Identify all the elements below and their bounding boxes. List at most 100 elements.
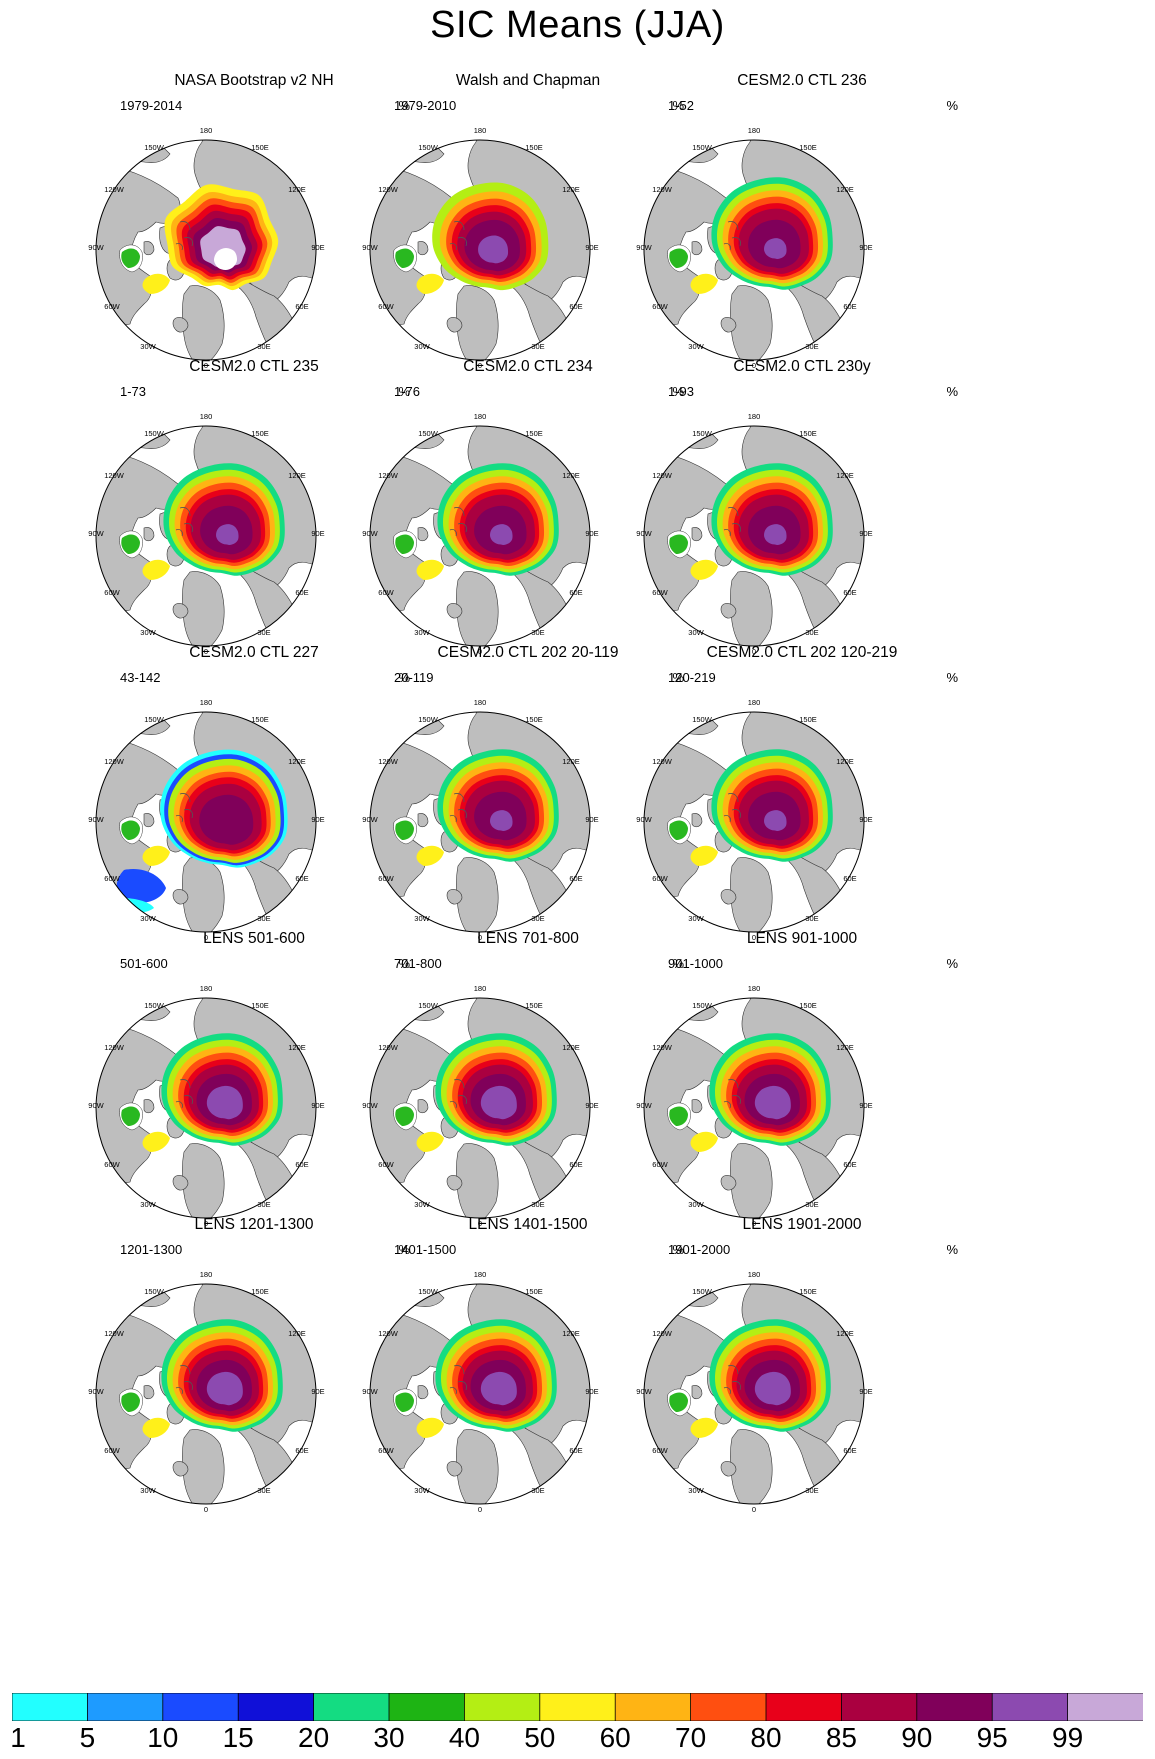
baffin-bay-ice	[142, 273, 170, 294]
longitude-label: 30E	[805, 914, 818, 923]
polar-map: 180 150E 120E 90E 60E 30E 0 30W 60W 90W 120W 150W	[636, 984, 872, 1228]
polar-map: 180 150E 120E 90E 60E 30E 0 30W 60W 90W 120W 150W	[88, 412, 324, 656]
hudson-bay-ice	[395, 1392, 414, 1412]
longitude-label: 120W	[652, 185, 673, 194]
longitude-label: 30W	[414, 628, 430, 637]
map-body	[644, 140, 864, 360]
land-mass	[691, 813, 703, 828]
longitude-label: 90E	[859, 815, 872, 824]
longitude-label: 90W	[362, 1387, 378, 1396]
land-mass	[96, 447, 181, 619]
panel-unit-label: %	[672, 384, 684, 399]
panel-title: LENS 901-1000	[746, 930, 858, 947]
longitude-label: 180	[474, 126, 487, 135]
ice-concentration-band	[478, 235, 509, 264]
panel-unit-label: %	[398, 98, 410, 113]
map-boundary-circle	[369, 425, 591, 647]
land-mass	[172, 317, 189, 333]
archipelago-outline	[723, 507, 741, 537]
ice-concentration-band	[206, 1085, 243, 1120]
longitude-label: 60E	[843, 302, 856, 311]
longitude-label: 180	[474, 412, 487, 421]
longitude-label: 120E	[288, 757, 306, 766]
panel-title: CESM2.0 CTL 202 120-219	[706, 644, 898, 661]
baffin-bay-ice	[690, 273, 718, 294]
panel-title: CESM2.0 CTL 227	[189, 644, 319, 661]
longitude-label: 30W	[688, 1200, 704, 1209]
longitude-label: 0	[204, 933, 208, 942]
longitude-label: 150E	[799, 715, 817, 724]
polar-map: 180 150E 120E 90E 60E 30E 0 30W 60W 90W 120W 150W	[362, 698, 598, 942]
longitude-label: 90W	[636, 815, 652, 824]
map-body	[370, 426, 590, 646]
longitude-label: 60E	[569, 1160, 582, 1169]
longitude-label: 120W	[652, 757, 673, 766]
longitude-label: 90E	[585, 815, 598, 824]
hudson-bay-ice	[669, 248, 688, 268]
colorbar	[12, 1693, 1143, 1721]
longitude-label: 90W	[88, 243, 104, 252]
polar-map: 180 150E 120E 90E 60E 30E 0 30W 60W 90W 120W 150W	[362, 984, 598, 1228]
longitude-label: 150W	[418, 1287, 439, 1296]
hudson-bay-ice	[121, 1106, 140, 1126]
panel-period: 1-76	[394, 384, 421, 399]
land-mass	[370, 447, 455, 619]
pole-hole	[213, 248, 238, 271]
colorbar-swatch	[991, 1693, 1069, 1721]
baffin-bay-ice	[690, 1417, 718, 1438]
longitude-label: 0	[478, 1219, 482, 1228]
longitude-label: 90W	[362, 1101, 378, 1110]
longitude-label: 30E	[805, 628, 818, 637]
colorbar-tick-label: 30	[373, 1722, 405, 1753]
land-mass	[446, 1461, 463, 1477]
longitude-label: 150W	[692, 715, 713, 724]
longitude-label: 0	[204, 1219, 208, 1228]
land-mass	[446, 1175, 463, 1191]
longitude-label: 90E	[859, 1387, 872, 1396]
colorbar-swatch	[388, 1693, 466, 1721]
panel-title: Walsh and Chapman	[455, 72, 601, 89]
longitude-label: 90E	[311, 243, 324, 252]
longitude-label: 60W	[104, 874, 120, 883]
longitude-label: 90E	[311, 1387, 324, 1396]
longitude-label: 30E	[257, 628, 270, 637]
land-mass	[417, 813, 429, 828]
archipelago-outline	[175, 221, 193, 251]
longitude-label: 60W	[378, 302, 394, 311]
panel-title: LENS 1401-1500	[468, 1216, 588, 1233]
longitude-label: 0	[752, 1219, 756, 1228]
longitude-label: 180	[200, 1270, 213, 1279]
longitude-label: 30E	[531, 914, 544, 923]
colorbar-swatch	[237, 1693, 315, 1721]
land-mass	[96, 1305, 181, 1477]
longitude-label: 120E	[836, 1043, 854, 1052]
longitude-label: 120W	[652, 471, 673, 480]
longitude-label: 90W	[636, 1387, 652, 1396]
land-mass	[417, 1385, 429, 1400]
panel-title: CESM2.0 CTL 235	[189, 358, 319, 375]
colorbar-swatch	[765, 1693, 843, 1721]
land-mass	[720, 603, 737, 619]
longitude-label: 30W	[140, 1486, 156, 1495]
panel-title: LENS 701-800	[477, 930, 579, 947]
archipelago-outline	[449, 793, 467, 823]
longitude-label: 90W	[88, 1387, 104, 1396]
archipelago-outline	[723, 1365, 741, 1395]
longitude-label: 180	[748, 698, 761, 707]
longitude-label: 90E	[859, 243, 872, 252]
longitude-label: 30W	[688, 342, 704, 351]
longitude-label: 150W	[692, 1001, 713, 1010]
map-body	[644, 426, 864, 646]
map-body	[370, 140, 590, 360]
longitude-label: 180	[474, 698, 487, 707]
longitude-label: 150W	[418, 429, 439, 438]
longitude-label: 0	[204, 647, 208, 656]
panel-period: 1401-1500	[394, 1242, 457, 1257]
longitude-label: 60W	[104, 1160, 120, 1169]
longitude-label: 0	[752, 361, 756, 370]
longitude-label: 150W	[144, 715, 165, 724]
baffin-bay-ice	[416, 845, 444, 866]
panel-unit-label: %	[946, 670, 958, 685]
hudson-bay-ice	[669, 820, 688, 840]
longitude-label: 120E	[836, 471, 854, 480]
